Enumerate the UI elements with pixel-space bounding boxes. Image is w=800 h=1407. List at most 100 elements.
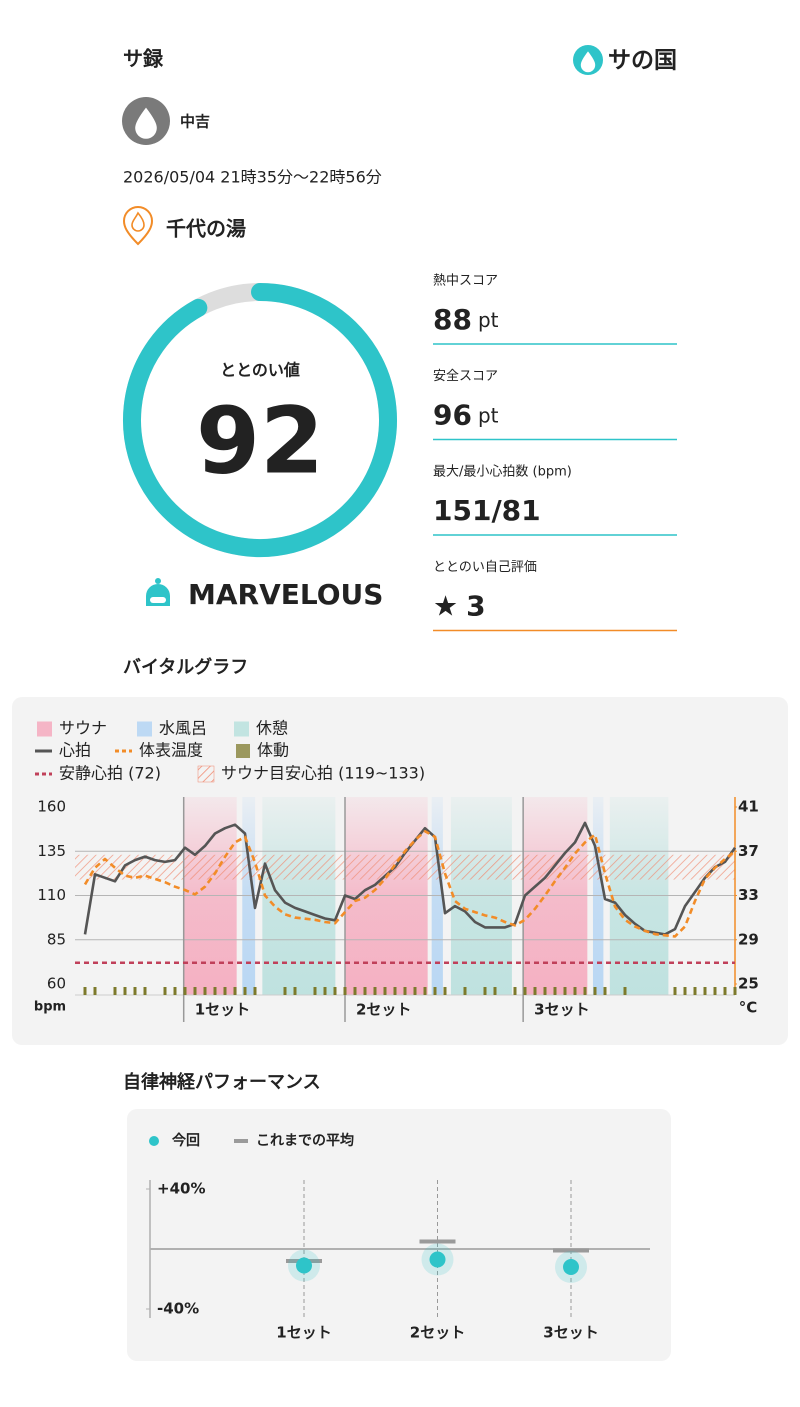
facility-name[interactable]: 千代の湯 — [166, 217, 246, 241]
movement-tick — [213, 987, 217, 995]
movement-tick — [463, 987, 467, 995]
movement-tick — [483, 987, 487, 995]
movement-tick — [223, 987, 227, 995]
y-tick-label: 110 — [37, 886, 66, 904]
legend-label: 体動 — [257, 741, 289, 760]
autonomic-chart: +40% -40% 1セット 2セット 3セット 今回 これまでの平均 — [146, 1132, 650, 1342]
movement-tick — [703, 987, 707, 995]
stat-label: ととのい自己評価 — [433, 560, 537, 575]
stat-label: 最大/最小心拍数 (bpm) — [433, 465, 572, 480]
movement-tick — [113, 987, 117, 995]
rating-icon — [146, 578, 170, 606]
legend-swatch — [197, 765, 215, 783]
average-mark — [553, 1248, 589, 1253]
movement-tick — [693, 987, 697, 995]
session-datetime: 2026/05/04 21時35分〜22時56分 — [123, 168, 382, 187]
movement-tick — [443, 987, 447, 995]
x-tick-label: 3セット — [543, 1324, 598, 1342]
legend-label: これまでの平均 — [256, 1132, 354, 1149]
set-label: 3セット — [534, 1001, 589, 1019]
stat-value: 151/81 — [433, 494, 541, 527]
legend-label: 安静心拍 (72) — [59, 764, 161, 783]
legend-swatch — [137, 721, 152, 737]
target-band — [75, 854, 735, 880]
movement-tick — [533, 987, 537, 995]
avatar-icon — [135, 107, 157, 139]
legend-label: 今回 — [172, 1132, 200, 1149]
stat-number: 88 — [433, 303, 472, 336]
movement-tick — [293, 987, 297, 995]
legend-label: 休憩 — [256, 719, 288, 738]
movement-tick — [193, 987, 197, 995]
movement-tick — [83, 987, 87, 995]
movement-tick — [323, 987, 327, 995]
x-tick-label: 2セット — [410, 1324, 465, 1342]
stat-unit: pt — [478, 308, 499, 332]
stat-value: ★ 3 — [433, 590, 486, 623]
movement-tick — [573, 987, 577, 995]
y-tick-label: 60 — [47, 975, 66, 993]
stat-number: 3 — [466, 590, 485, 623]
stat-label: 安全スコア — [433, 369, 498, 384]
app-title: サ録 — [123, 47, 164, 71]
legend-swatch — [234, 721, 249, 737]
today-dot — [296, 1257, 312, 1274]
legend-swatch — [236, 744, 250, 758]
legend-label: サウナ — [59, 719, 107, 738]
movement-tick — [313, 987, 317, 995]
movement-tick — [523, 987, 527, 995]
movement-tick — [683, 987, 687, 995]
movement-tick — [413, 987, 417, 995]
movement-tick — [673, 987, 677, 995]
rating: MARVELOUS — [188, 578, 383, 611]
user-name[interactable]: 中吉 — [180, 113, 210, 131]
chart-panel — [127, 1109, 671, 1361]
movement-tick — [383, 987, 387, 995]
helmet-top — [155, 578, 161, 584]
legend-label: 体表温度 — [139, 741, 203, 760]
movement-tick — [133, 987, 137, 995]
movement-tick — [363, 987, 367, 995]
movement-tick — [713, 987, 717, 995]
series-line — [83, 830, 736, 938]
vital-chart: 60 85 110 135 160 25 29 33 37 41 bpm °C 1セット 2セット 3セット… — [34, 719, 759, 1022]
movement-tick — [163, 987, 167, 995]
set-label: 1セット — [195, 1001, 250, 1019]
movement-tick — [283, 987, 287, 995]
today-dot — [563, 1259, 579, 1275]
movement-tick — [123, 987, 127, 995]
today-dot — [429, 1251, 446, 1268]
score-value: 92 — [196, 387, 324, 494]
legend-label: 水風呂 — [159, 719, 207, 738]
stat-value: 96 pt — [433, 399, 499, 432]
legend-label: サウナ目安心拍 (119~133) — [221, 764, 425, 783]
y-tick-label: 85 — [47, 930, 66, 948]
legend-swatch — [149, 1136, 159, 1146]
y-tick-label: -40% — [157, 1300, 199, 1318]
movement-tick — [353, 987, 357, 995]
legend-swatch — [37, 721, 52, 737]
movement-tick — [143, 987, 147, 995]
movement-tick — [563, 987, 567, 995]
movement-tick — [423, 987, 427, 995]
average-mark — [419, 1239, 456, 1244]
pin — [122, 206, 154, 246]
movement-tick — [393, 987, 397, 995]
x-tick-label: 1セット — [276, 1324, 331, 1342]
logo-drop — [580, 51, 596, 73]
movement-tick — [373, 987, 377, 995]
y-tick-label: +40% — [157, 1180, 205, 1198]
movement-tick — [243, 987, 247, 995]
movement-tick — [733, 987, 737, 995]
movement-tick — [203, 987, 207, 995]
score-label: ととのい値 — [220, 361, 300, 380]
movement-tick — [183, 987, 187, 995]
y2-tick-label: 41 — [738, 798, 759, 816]
visor — [150, 597, 166, 603]
section-title: バイタルグラフ — [123, 656, 248, 678]
y-axis-label: bpm — [34, 1000, 66, 1015]
movement-tick — [173, 987, 177, 995]
movement-tick — [493, 987, 497, 995]
y2-axis-label: °C — [739, 999, 758, 1017]
